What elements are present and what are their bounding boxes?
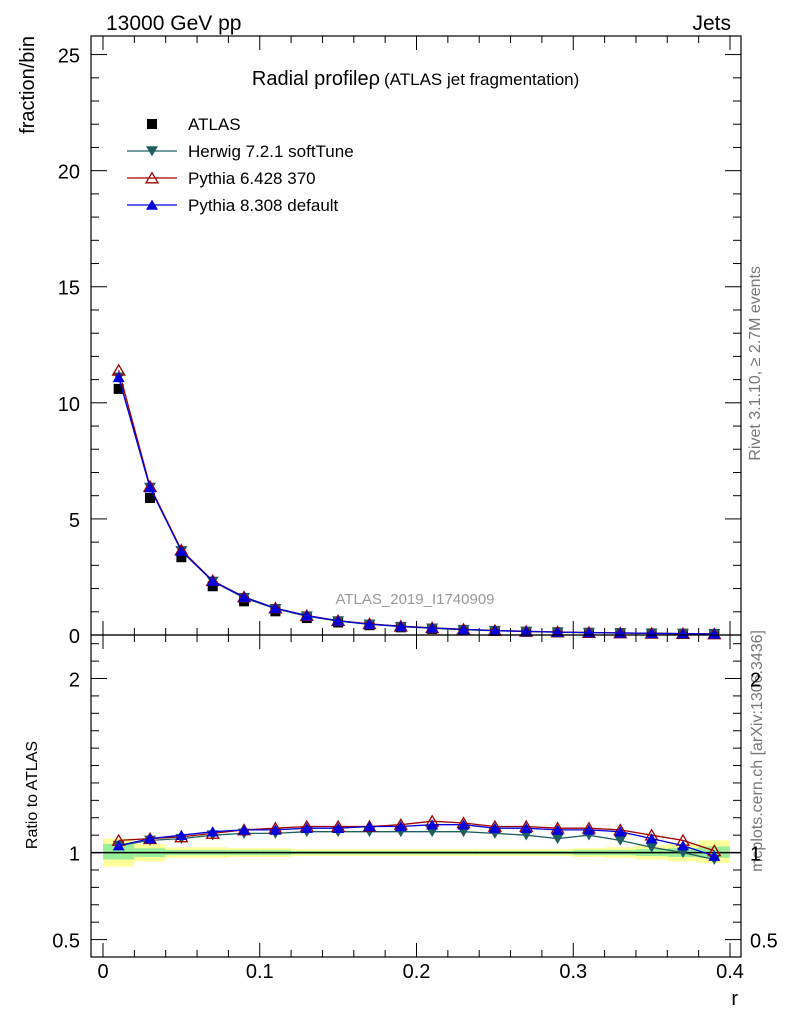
ratio-ytick-label-right: 1 — [750, 844, 761, 866]
main-ylabel: fraction/bin — [17, 36, 39, 134]
data-point — [112, 371, 125, 383]
ratio-line — [118, 820, 715, 852]
header-right: Jets — [692, 12, 731, 35]
data-point — [708, 628, 721, 639]
ratio-series-pythia-8-308-default — [112, 819, 721, 861]
main-ytick-label: 15 — [58, 278, 80, 300]
ratio-point — [614, 835, 627, 846]
chart-subtitle: (ATLAS jet fragmentation) — [384, 70, 579, 89]
data-point — [113, 383, 124, 394]
ratio-point — [551, 833, 564, 845]
ratio-point — [269, 824, 282, 835]
x-tick-label: 0.3 — [559, 961, 587, 983]
legend-marker — [146, 146, 158, 157]
ratio-point — [676, 840, 689, 851]
data-point — [300, 610, 313, 621]
data-point — [206, 575, 219, 586]
ratio-plot-area: 0.5 0.5 1 1 2 2 0 0.1 0.2 0.3 0.4 — [52, 634, 778, 983]
data-point — [426, 622, 439, 633]
main-ytick-label: 20 — [58, 162, 80, 184]
ratio-point — [426, 819, 439, 830]
main-ytick-label: 10 — [58, 394, 80, 416]
ratio-ylabel: Ratio to ATLAS — [24, 741, 41, 849]
main-ytick-label: 5 — [69, 510, 80, 532]
x-tick-label: 0.4 — [716, 961, 744, 983]
rivet-label: Rivet 3.1.10, ≥ 2.7M events — [747, 266, 764, 461]
data-point — [176, 552, 187, 563]
ratio-point — [645, 842, 658, 853]
ratio-point — [363, 821, 376, 832]
ratio-point — [488, 822, 501, 833]
ratio-point — [551, 824, 564, 835]
ratio-point — [457, 819, 470, 830]
ratio-point — [394, 821, 407, 832]
ratio-ytick-label: 2 — [69, 670, 80, 692]
data-point — [144, 482, 157, 493]
ratio-ytick-label-right: 0.5 — [750, 931, 778, 953]
chart-title: Radial profileρ — [252, 68, 380, 90]
uncertainty-band-green — [103, 843, 135, 860]
data-point — [332, 615, 345, 626]
legend-label: ATLAS — [188, 115, 241, 134]
ratio-point — [144, 833, 157, 844]
ratio-point — [112, 840, 125, 851]
data-point — [551, 626, 564, 637]
x-tick-label: 0.2 — [403, 961, 431, 983]
legend-marker — [147, 119, 157, 129]
x-tick-label: 0 — [97, 961, 108, 983]
legend: ATLAS Herwig 7.2.1 softTune Pythia 6.428 3… — [127, 115, 354, 215]
legend-label: Pythia 8.308 default — [188, 196, 339, 215]
ratio-ytick-label-right: 2 — [750, 670, 761, 692]
ratio-ytick-label: 1 — [69, 844, 80, 866]
main-ytick-label: 25 — [58, 46, 80, 68]
data-point — [676, 628, 689, 639]
data-point — [363, 618, 376, 629]
header-left: 13000 GeV pp — [106, 12, 241, 35]
data-point — [520, 626, 533, 637]
main-plot-area: 0 5 10 15 20 25 — [58, 35, 742, 648]
x-tick-label: 0.1 — [246, 961, 274, 983]
legend-marker — [144, 171, 160, 184]
data-point — [457, 624, 470, 635]
ratio-point — [520, 822, 533, 833]
ratio-point — [708, 850, 721, 861]
data-point — [488, 625, 501, 636]
mcplots-label: mcplots.cern.ch [arXiv:1306.3436] — [749, 630, 766, 872]
data-point — [175, 545, 188, 556]
legend-marker — [146, 199, 158, 210]
data-point — [394, 621, 407, 632]
x-axis-label: r — [731, 988, 738, 1010]
ratio-point — [238, 824, 251, 835]
data-point — [145, 493, 156, 504]
ratio-point — [300, 822, 313, 833]
ratio-point — [614, 826, 627, 837]
ratio-point — [582, 824, 595, 835]
ratio-point — [206, 826, 219, 837]
ratio-line — [118, 824, 715, 857]
ratio-point — [332, 822, 345, 833]
ratio-point — [645, 833, 658, 844]
series-line — [118, 377, 715, 635]
legend-label: Pythia 6.428 370 — [188, 169, 316, 188]
legend-label: Herwig 7.2.1 softTune — [188, 142, 354, 161]
ratio-frame — [90, 634, 742, 958]
data-point — [238, 591, 251, 602]
ratio-point — [175, 829, 188, 840]
ratio-line — [118, 831, 715, 861]
data-point — [269, 602, 282, 614]
watermark: ATLAS_2019_I1740909 — [335, 591, 494, 608]
main-ytick-label: 0 — [69, 626, 80, 648]
ratio-ytick-label: 0.5 — [52, 931, 80, 953]
